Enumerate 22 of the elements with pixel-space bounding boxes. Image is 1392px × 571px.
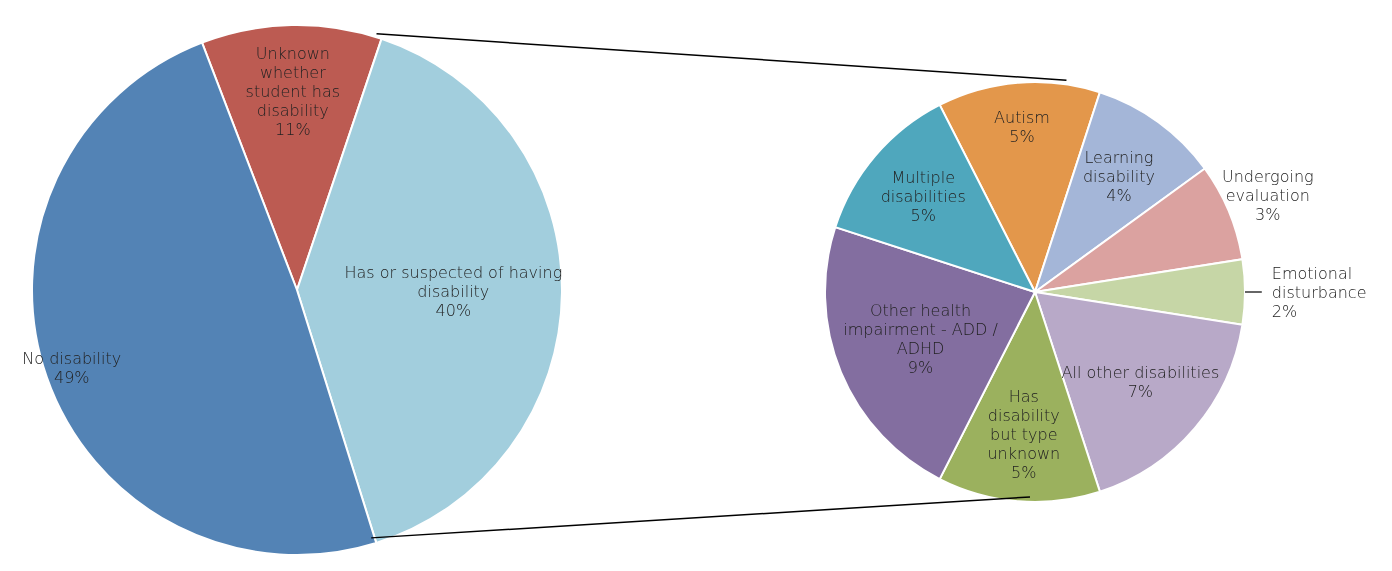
slice-label: Autism [994,107,1050,127]
slice-label: Has or suspected of having disability [344,263,563,302]
slice-label: Multiple disabilities [880,168,966,207]
data-label: 9% [907,358,934,378]
data-label: 5% [1009,126,1035,146]
slice-label: Learning disability [1082,147,1155,186]
data-label: 7% [1127,382,1154,402]
slice-label: Has disability but type unknown [987,386,1061,463]
data-label: 4% [1106,185,1132,205]
data-label: 40% [435,301,472,321]
data-label: 11% [275,119,311,139]
slice-label: Undergoing evaluation [1221,167,1314,206]
slice-label: Emotional disturbance [1271,263,1367,302]
slice-label: Other health impairment - ADD / ADHD [843,301,999,359]
data-label: 5% [1011,462,1037,482]
slice-label: Unknown whether student has disability [245,43,341,120]
data-label: 3% [1255,205,1281,225]
data-label: 49% [53,368,90,388]
slice-label: All other disabilities [1061,363,1220,383]
data-label: 5% [910,206,936,226]
slice-label: No disability [22,349,122,369]
data-label: 2% [1271,301,1298,321]
